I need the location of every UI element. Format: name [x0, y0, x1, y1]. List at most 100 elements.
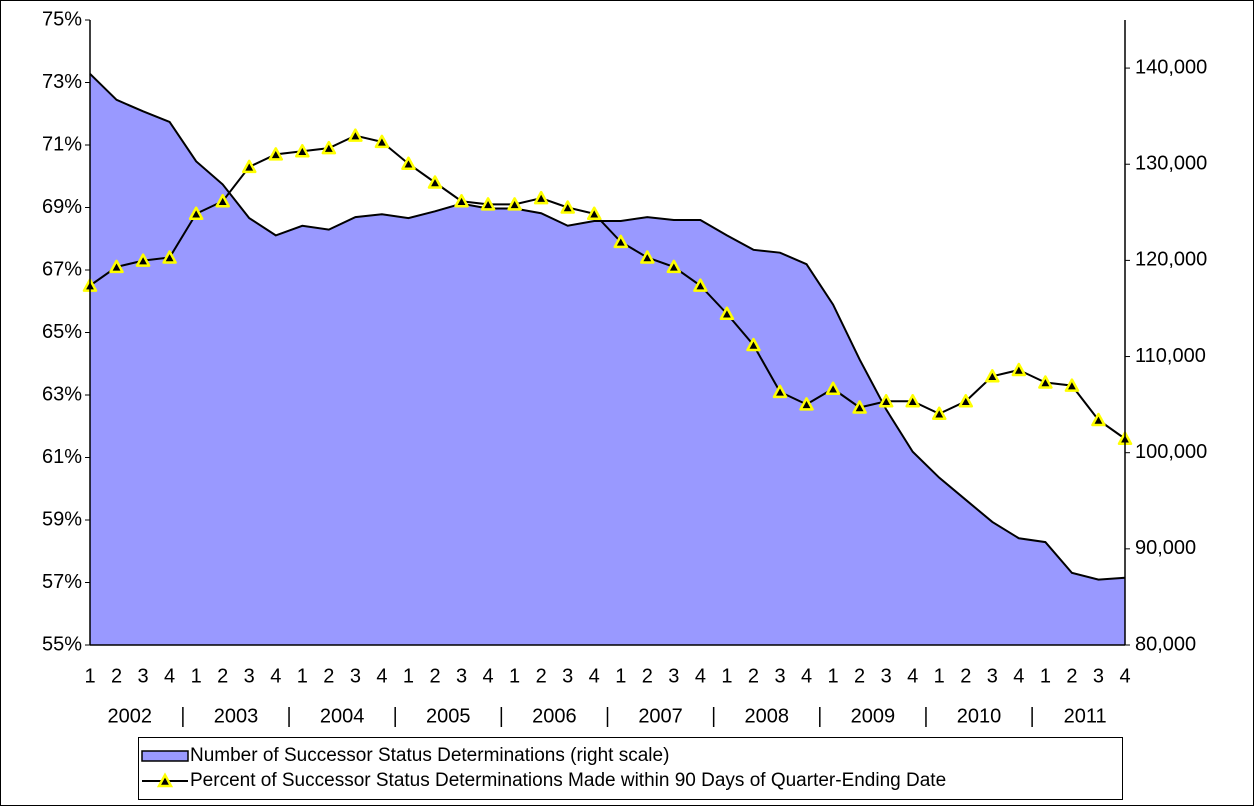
- x-tick-label: 3: [987, 665, 998, 687]
- marker: [162, 250, 177, 264]
- x-tick-label: 1: [828, 665, 839, 687]
- area: [90, 73, 1125, 646]
- marker: [188, 206, 204, 220]
- x-tick-label: 4: [907, 665, 918, 687]
- y-tick-label: 57%: [42, 571, 82, 593]
- x-tick-label: 2: [642, 665, 653, 687]
- x-tick-label: 4: [376, 665, 387, 687]
- area-outline: [89, 73, 1126, 581]
- y-tick-label: 63%: [42, 383, 82, 405]
- x-tick-label: 2: [854, 665, 865, 687]
- marker: [374, 134, 390, 149]
- y2-tick-label: 90,000: [1135, 537, 1196, 559]
- x-tick-label: 3: [138, 665, 149, 687]
- year-label: 2009: [851, 705, 896, 727]
- marker: [772, 384, 788, 399]
- marker: [427, 175, 443, 189]
- x-tick-label: 3: [562, 665, 573, 687]
- marker: [215, 194, 230, 208]
- year-label: 2004: [320, 705, 365, 727]
- marker: [135, 253, 151, 267]
- x-tick-label: 1: [934, 665, 945, 687]
- marker: [613, 234, 629, 249]
- x-tick-label: 3: [244, 665, 255, 687]
- marker: [295, 144, 310, 158]
- marker: [1011, 362, 1027, 377]
- year-label: 2008: [744, 705, 789, 727]
- marker: [321, 140, 337, 155]
- x-tick-label: 3: [1093, 665, 1104, 687]
- y2-tick-label: 130,000: [1135, 153, 1207, 175]
- x-tick-label: 1: [615, 665, 626, 687]
- marker: [985, 369, 1000, 383]
- x-tick-label: 2: [1066, 665, 1077, 687]
- marker: [746, 337, 761, 352]
- x-tick-label: 3: [774, 665, 785, 687]
- marker: [507, 197, 522, 211]
- legend-marker: [156, 772, 174, 788]
- y-tick-label: 75%: [42, 8, 82, 30]
- x-tick-label: 3: [456, 665, 467, 687]
- y2-tick-label: 100,000: [1135, 441, 1207, 463]
- marker: [825, 381, 841, 395]
- x-tick-label: 3: [668, 665, 679, 687]
- marker: [693, 278, 708, 292]
- x-tick-label: 4: [1119, 665, 1130, 687]
- marker: [109, 259, 124, 274]
- marker: [799, 397, 814, 411]
- y-tick-label: 59%: [42, 508, 82, 530]
- x-tick-label: 1: [1040, 665, 1051, 687]
- marker: [878, 394, 894, 408]
- y2-tick-label: 80,000: [1135, 633, 1196, 655]
- marker: [958, 394, 974, 408]
- year-label: 2006: [532, 705, 577, 727]
- marker: [931, 406, 947, 420]
- x-tick-label: 2: [111, 665, 122, 687]
- marker: [1091, 412, 1106, 427]
- x-tick-label: 3: [881, 665, 892, 687]
- y2-tick-label: 110,000: [1135, 345, 1206, 367]
- x-tick-label: 2: [960, 665, 971, 687]
- y-tick-label: 73%: [42, 71, 82, 93]
- x-tick-label: 4: [695, 665, 706, 687]
- x-tick-label: 4: [589, 665, 600, 687]
- marker: [1064, 378, 1080, 392]
- x-tick-label: 4: [801, 665, 812, 687]
- x-tick-label: 2: [748, 665, 759, 687]
- year-label: 2011: [1064, 705, 1107, 727]
- marker: [905, 394, 920, 408]
- x-tick-label: 2: [429, 665, 440, 687]
- y-tick-label: 61%: [42, 446, 82, 468]
- x-tick-label: 2: [217, 665, 228, 687]
- y2-tick-label: 120,000: [1135, 249, 1207, 271]
- year-label: 2007: [638, 705, 683, 727]
- y-tick-label: 55%: [42, 633, 82, 655]
- x-tick-label: 4: [164, 665, 175, 687]
- y-tick-label: 65%: [42, 321, 82, 343]
- y-tick-label: 69%: [42, 196, 82, 218]
- marker: [1038, 375, 1053, 389]
- legend-label: Percent of Successor Status Determinatio…: [190, 770, 946, 791]
- x-tick-label: 2: [536, 665, 547, 687]
- legend-box: [138, 737, 1123, 800]
- marker: [852, 400, 867, 414]
- y-tick-label: 67%: [42, 258, 82, 280]
- legend-swatch: [141, 750, 189, 762]
- marker: [560, 200, 575, 214]
- marker: [268, 147, 284, 161]
- y2-tick-label: 140,000: [1135, 56, 1207, 78]
- x-tick-label: 4: [1013, 665, 1024, 687]
- year-label: 2010: [957, 705, 1002, 727]
- marker: [401, 156, 416, 170]
- year-label: 2003: [214, 705, 259, 727]
- x-tick-label: 1: [191, 665, 202, 687]
- x-tick-label: 3: [350, 665, 361, 687]
- x-tick-label: 4: [483, 665, 494, 687]
- x-tick-label: 4: [270, 665, 281, 687]
- year-label: 2005: [426, 705, 471, 727]
- marker: [586, 206, 602, 220]
- x-tick-label: 2: [323, 665, 334, 687]
- marker: [348, 128, 363, 142]
